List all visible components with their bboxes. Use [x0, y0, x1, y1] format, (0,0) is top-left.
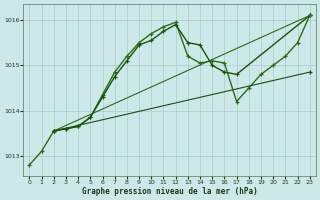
X-axis label: Graphe pression niveau de la mer (hPa): Graphe pression niveau de la mer (hPa) — [82, 187, 257, 196]
